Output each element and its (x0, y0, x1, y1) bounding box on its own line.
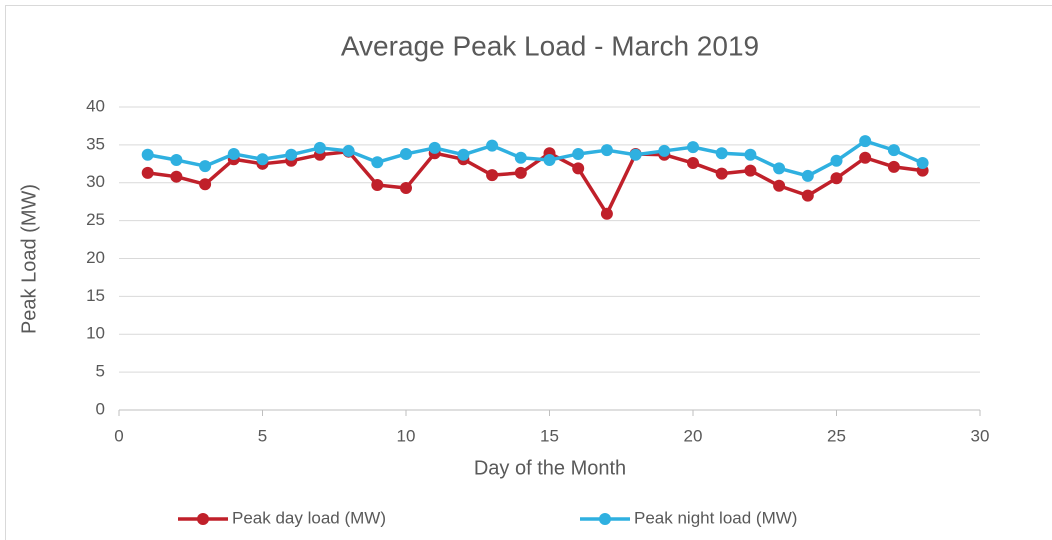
y-tick-label: 40 (86, 96, 105, 115)
data-point (859, 151, 872, 164)
y-tick-label: 20 (86, 248, 105, 267)
x-tick-label: 20 (684, 426, 703, 445)
data-point (916, 157, 929, 170)
y-tick-label: 10 (86, 324, 105, 343)
data-point (199, 178, 212, 191)
legend-label: Peak day load (MW) (232, 508, 386, 527)
data-point (371, 156, 384, 169)
y-tick-label: 35 (86, 134, 105, 153)
y-tick-label: 0 (96, 399, 105, 418)
data-point (572, 162, 585, 175)
data-point (543, 154, 556, 167)
data-point (658, 144, 671, 157)
data-point (715, 167, 728, 180)
data-point (830, 154, 843, 167)
data-point (773, 179, 786, 192)
data-point (887, 160, 900, 173)
data-point (227, 147, 240, 160)
data-point (285, 148, 298, 161)
data-point (830, 172, 843, 185)
y-tick-label: 30 (86, 172, 105, 191)
data-point (687, 141, 699, 154)
data-point (486, 169, 499, 182)
data-point (887, 144, 900, 157)
chart-title: Average Peak Load - March 2019 (341, 30, 759, 61)
data-point (313, 141, 326, 154)
x-tick-label: 25 (827, 426, 846, 445)
data-point (744, 148, 757, 161)
x-tick-label: 30 (971, 426, 990, 445)
data-point (170, 170, 183, 183)
y-tick-label: 25 (86, 210, 105, 229)
data-point (400, 182, 412, 195)
chart-frame (5, 5, 1052, 540)
data-point (801, 189, 814, 202)
data-point (514, 166, 527, 179)
data-point (428, 141, 441, 154)
data-point (199, 160, 212, 173)
data-point (514, 151, 527, 164)
data-point (400, 147, 412, 160)
y-tick-label: 5 (96, 362, 105, 381)
x-axis-label: Day of the Month (474, 457, 626, 479)
data-point (687, 157, 699, 170)
data-point (859, 135, 872, 148)
data-point (141, 166, 154, 179)
data-point (141, 148, 154, 161)
series-line (147, 139, 924, 178)
x-tick-label: 10 (397, 426, 416, 445)
x-tick-label: 0 (114, 426, 123, 445)
data-point (773, 162, 786, 175)
data-point (744, 164, 757, 177)
legend-marker (599, 513, 611, 525)
data-point (801, 169, 814, 182)
data-point (371, 179, 384, 192)
legend-marker (197, 513, 209, 525)
data-point (715, 147, 728, 160)
legend-label: Peak night load (MW) (634, 508, 797, 527)
series-line (147, 149, 923, 216)
y-axis-label: Peak Load (MW) (18, 184, 40, 334)
data-point (600, 207, 613, 220)
data-point (629, 148, 642, 161)
data-point (572, 147, 585, 160)
data-point (486, 139, 499, 152)
data-point (170, 154, 183, 167)
data-point (457, 148, 470, 161)
data-point (600, 144, 613, 157)
x-tick-label: 15 (540, 426, 559, 445)
data-point (256, 153, 269, 166)
y-tick-label: 15 (86, 286, 105, 305)
data-point (342, 144, 355, 157)
x-tick-label: 5 (258, 426, 267, 445)
